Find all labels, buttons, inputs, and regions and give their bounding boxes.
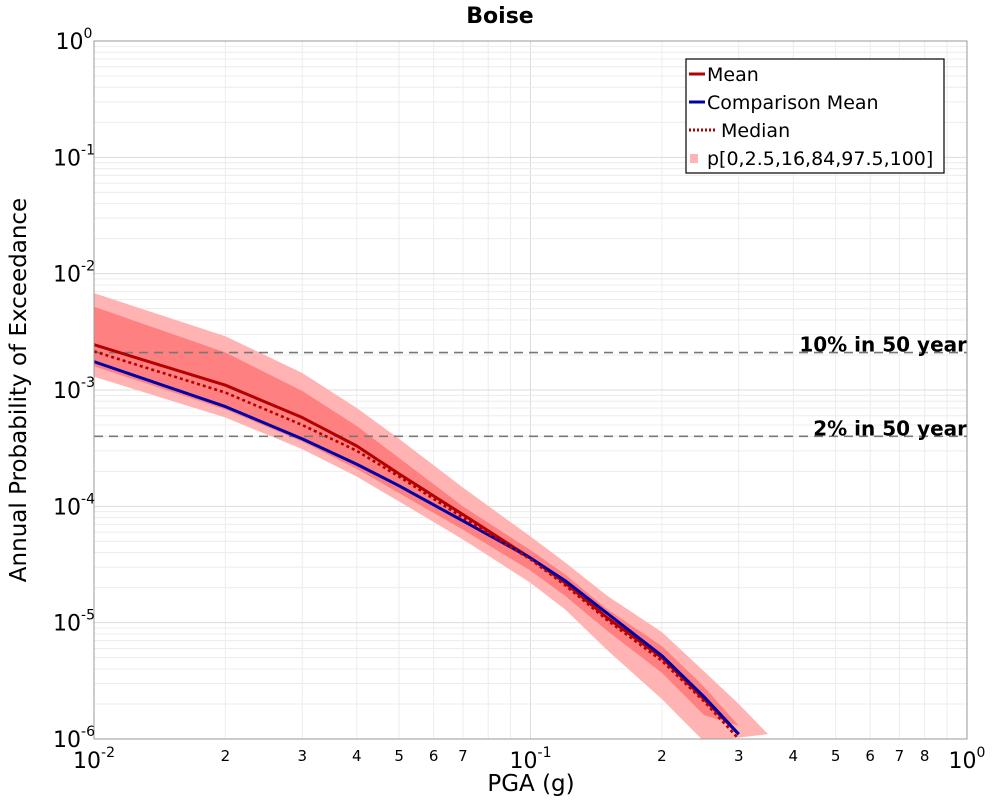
series-lines: [94, 343, 740, 739]
x-minor-tick-label: 8: [920, 747, 930, 765]
plot-frame: [93, 40, 968, 740]
y-major-tick-label: 10-2: [53, 259, 95, 288]
x-minor-tick-label: 5: [394, 747, 404, 765]
x-minor-tick-label: 6: [865, 747, 875, 765]
legend-box: [685, 58, 945, 174]
y-major-tick-label: 10-5: [53, 608, 95, 637]
band-inner: [94, 306, 739, 726]
reference-line-label-1: 2% in 50 year: [813, 416, 967, 440]
reference-line-label-0: 10% in 50 year: [799, 333, 967, 357]
y-major-tick-label: 10-4: [53, 491, 95, 520]
legend: Mean Comparison Mean Median p[0,2.5,16,84,9…: [685, 58, 945, 174]
x-minor-tick-label: 7: [458, 747, 468, 765]
chart-title: Boise: [466, 4, 533, 29]
y-major-tick-label: 10-1: [53, 142, 95, 171]
grid: [94, 41, 967, 739]
x-minor-tick-label: 2: [657, 747, 667, 765]
series-line-median: [94, 350, 740, 739]
legend-label: Median: [721, 120, 790, 142]
x-minor-tick-label: 3: [734, 747, 744, 765]
x-minor-tick-label: 3: [297, 747, 307, 765]
x-minor-tick-label: 7: [895, 747, 905, 765]
percentile-bands: [94, 293, 768, 739]
legend-label: p[0,2.5,16,84,97.5,100]: [707, 148, 933, 170]
x-major-tick-label: 10-2: [73, 745, 115, 774]
y-axis-label: Annual Probability of Exceedance: [6, 198, 32, 582]
y-major-tick-label: 10-6: [53, 724, 95, 753]
x-axis-label: PGA (g): [487, 771, 574, 797]
x-minor-tick-label: 4: [352, 747, 362, 765]
y-major-tick-label: 10-3: [53, 375, 95, 404]
x-minor-tick-label: 2: [221, 747, 231, 765]
x-major-tick-label: 100: [949, 745, 986, 774]
x-major-tick-label: 10-1: [510, 745, 552, 774]
legend-swatch: [690, 154, 698, 163]
x-minor-tick-label: 4: [789, 747, 799, 765]
legend-label: Mean: [707, 64, 759, 86]
x-minor-tick-label: 6: [429, 747, 439, 765]
x-minor-tick-label: 5: [831, 747, 841, 765]
legend-label: Comparison Mean: [707, 92, 879, 114]
series-line-comparison-mean: [94, 360, 740, 736]
y-major-tick-label: 100: [56, 26, 93, 55]
reference-lines: 10% in 50 year 2% in 50 year: [94, 333, 967, 440]
